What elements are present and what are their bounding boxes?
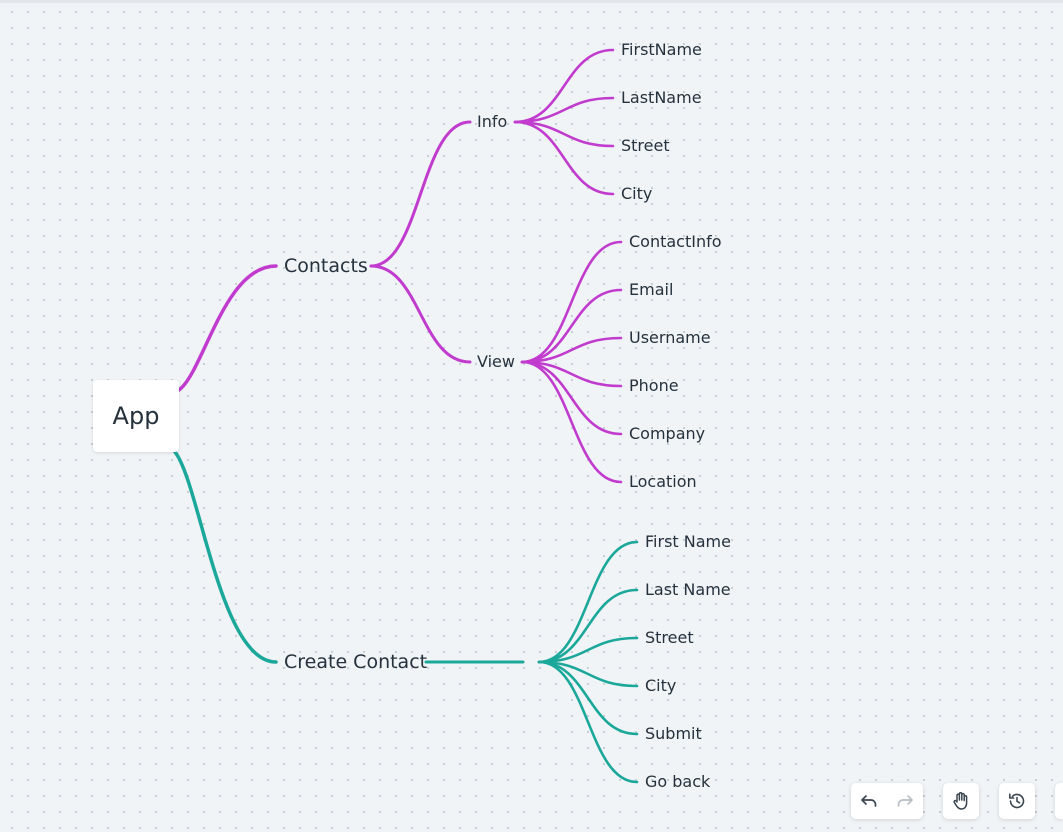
undo-button[interactable] [851,783,887,819]
leaf-go-back[interactable]: Go back [645,772,711,791]
connector-view-leaf-5 [520,360,623,484]
connector-root-contacts [177,264,278,392]
redo-button[interactable] [887,783,923,819]
connector-info-leaf-3 [513,120,615,196]
leaf-lastname[interactable]: LastName [621,88,702,107]
leaf-location[interactable]: Location [629,472,697,491]
connector-view-leaf-4 [520,360,623,436]
history-button[interactable] [999,783,1035,819]
leaf-company[interactable]: Company [629,424,706,443]
connector-info-leaf-2 [513,120,615,148]
top-border [0,0,1063,3]
leaf-phone[interactable]: Phone [629,376,679,395]
subtopic-info[interactable]: Info [477,112,508,131]
connector-create-leaf-5 [537,660,639,784]
connector-info-leaf-1 [513,96,615,124]
connector-create-leaf-0 [537,540,639,664]
history-icon [1009,793,1025,809]
connector-info-leaf-0 [513,48,615,124]
root-node-label: App [112,402,160,430]
leaf-submit[interactable]: Submit [645,724,702,743]
leaf-last-name[interactable]: Last Name [645,580,731,599]
leaf-email[interactable]: Email [629,280,674,299]
topic-contacts[interactable]: Contacts [284,255,368,277]
connector-view-leaf-0 [520,240,623,364]
history-group [999,783,1035,819]
more-toolbar-group[interactable] [1055,783,1063,819]
connector-contacts-view [369,264,472,364]
connector-view-leaf-1 [520,288,623,364]
leaf-city[interactable]: City [621,184,653,203]
topic-create-contact[interactable]: Create Contact [284,651,428,673]
leaf-contactinfo[interactable]: ContactInfo [629,232,722,251]
leaf-create-city[interactable]: City [645,676,677,695]
leaf-create-street[interactable]: Street [645,628,694,647]
leaf-firstname[interactable]: FirstName [621,40,702,59]
connector-create-leaf-1 [537,588,639,664]
undo-redo-group [851,783,923,819]
connector-view-leaf-2 [520,336,623,364]
redo-icon [897,795,913,807]
connector-root-create-contact [173,450,278,664]
leaf-username[interactable]: Username [629,328,711,347]
leaf-first-name[interactable]: First Name [645,532,731,551]
connector-create-leaf-3 [537,660,639,688]
undo-icon [861,795,877,807]
connector-contacts-info [369,120,472,268]
root-node[interactable]: App [93,380,179,452]
connector-create-leaf-4 [537,660,639,736]
hand-tool-group [943,783,979,819]
leaf-street[interactable]: Street [621,136,670,155]
hand-icon [953,792,968,810]
connector-create-leaf-2 [537,636,639,664]
hand-tool-button[interactable] [943,783,979,819]
subtopic-view[interactable]: View [477,352,515,371]
connector-view-leaf-3 [520,360,623,388]
